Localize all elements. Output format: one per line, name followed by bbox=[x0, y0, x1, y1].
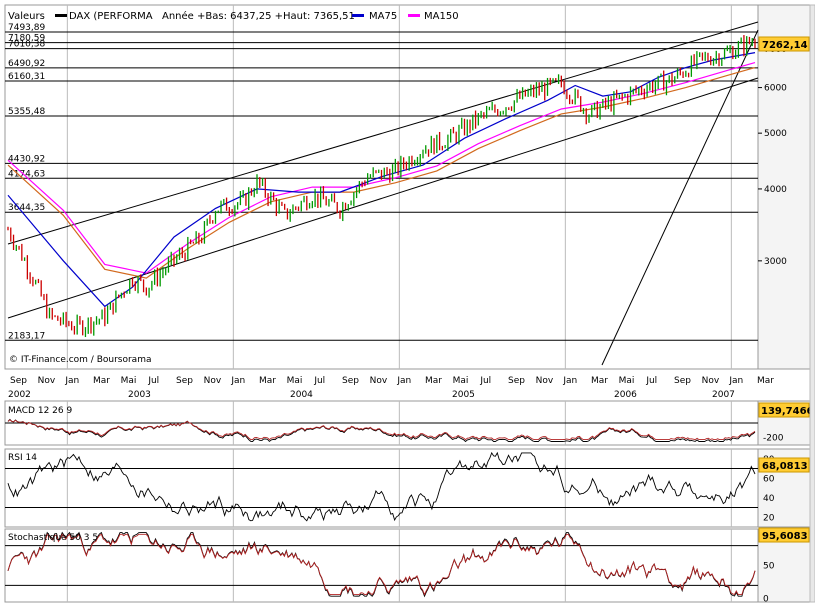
month-label-10: Mai bbox=[287, 376, 303, 386]
year-label-1: 2003 bbox=[128, 390, 151, 400]
stochastic-tick-0: 50 bbox=[763, 562, 775, 572]
stochastic-group: 50 0 bbox=[5, 531, 775, 605]
rsi-label: RSI 14 bbox=[8, 453, 37, 463]
rsi-group: 80604020 bbox=[5, 451, 775, 523]
rsi-panel bbox=[4, 448, 759, 528]
last-price-badge bbox=[758, 36, 810, 52]
month-label-9: Mar bbox=[259, 376, 276, 386]
year-label-5: 2007 bbox=[712, 390, 735, 400]
main-panel bbox=[4, 4, 759, 370]
rsi-tick-2: 40 bbox=[763, 494, 775, 504]
stochastic-value: 95,6083 bbox=[762, 531, 808, 542]
month-label-16: Mai bbox=[453, 376, 469, 386]
month-label-22: Mai bbox=[619, 376, 635, 386]
rsi-tick-3: 20 bbox=[763, 513, 775, 523]
month-label-27: Mar bbox=[757, 376, 774, 386]
level-label-4: 6160,31 bbox=[8, 72, 45, 82]
level-label-0: 7493,89 bbox=[8, 23, 45, 33]
macd-signal-line bbox=[7, 419, 756, 441]
month-label-18: Sep bbox=[508, 376, 525, 386]
stochastic-panel bbox=[4, 528, 759, 603]
month-label-19: Nov bbox=[536, 376, 554, 386]
month-label-24: Sep bbox=[674, 376, 691, 386]
ma75-legend-swatch bbox=[352, 14, 364, 17]
credit-text: © IT-Finance.com / Boursorama bbox=[9, 355, 151, 365]
level-label-3: 6490,92 bbox=[8, 59, 45, 69]
month-label-1: Nov bbox=[38, 376, 56, 386]
main-right-axis bbox=[757, 4, 811, 370]
year-label-0: 2002 bbox=[8, 390, 31, 400]
price-tick-label-2: 5000 bbox=[764, 129, 787, 139]
rsi-line bbox=[7, 451, 756, 522]
ma75-line bbox=[7, 52, 756, 308]
month-label-4: Mai bbox=[121, 376, 137, 386]
vertical-scrollbar[interactable] bbox=[809, 4, 815, 603]
month-label-12: Sep bbox=[342, 376, 359, 386]
month-label-6: Sep bbox=[176, 376, 193, 386]
price-tick-label-3: 4000 bbox=[764, 185, 787, 195]
month-label-14: Jan bbox=[396, 376, 411, 386]
month-label-23: Jul bbox=[645, 376, 657, 386]
month-label-7: Nov bbox=[204, 376, 222, 386]
level-label-8: 3644,35 bbox=[8, 203, 45, 213]
month-label-21: Mar bbox=[591, 376, 608, 386]
month-label-20: Jan bbox=[562, 376, 577, 386]
year-label-3: 2005 bbox=[452, 390, 475, 400]
macd-group: -200 bbox=[5, 418, 784, 444]
macd-label: MACD 12 26 9 bbox=[8, 406, 72, 416]
month-label-0: Sep bbox=[10, 376, 27, 386]
ma150-legend-swatch bbox=[408, 14, 420, 17]
macd-value-badge bbox=[758, 402, 810, 418]
ma75-legend-label: MA75 bbox=[369, 11, 397, 22]
rsi-tick-1: 60 bbox=[763, 474, 775, 484]
rsi-value-badge bbox=[758, 457, 810, 473]
month-label-17: Jul bbox=[479, 376, 491, 386]
year-label-4: 2006 bbox=[614, 390, 637, 400]
year-range-stats: Année +Bas: 6437,25 +Haut: 7365,51 bbox=[162, 10, 355, 22]
price-tick-label-1: 6000 bbox=[764, 84, 787, 94]
year-label-2: 2004 bbox=[290, 390, 313, 400]
macd-line bbox=[7, 418, 756, 443]
instrument-name: DAX (PERFORMA bbox=[69, 11, 153, 22]
steep-trend-line bbox=[601, 29, 759, 366]
level-label-7: 4174,63 bbox=[8, 169, 45, 179]
month-label-25: Nov bbox=[702, 376, 720, 386]
month-label-13: Nov bbox=[370, 376, 388, 386]
rsi-value: 68,0813 bbox=[762, 461, 808, 472]
macd-tick-0: -200 bbox=[763, 434, 784, 444]
stochastic-tick-1: 0 bbox=[763, 595, 769, 605]
valeurs-label: Valeurs bbox=[8, 11, 45, 22]
level-label-6: 4430,92 bbox=[8, 154, 45, 164]
stochastic-value-badge bbox=[758, 527, 810, 543]
stochastic-signal-line bbox=[7, 533, 756, 596]
last-price-value: 7262,14 bbox=[762, 40, 808, 51]
month-label-26: Jan bbox=[728, 376, 743, 386]
month-label-3: Mar bbox=[93, 376, 110, 386]
level-label-2: 7010,38 bbox=[8, 40, 45, 50]
month-label-11: Jul bbox=[313, 376, 325, 386]
level-label-9: 2183,17 bbox=[8, 331, 45, 341]
level-label-1: 7180,59 bbox=[8, 34, 45, 44]
level-label-5: 5355,48 bbox=[8, 107, 45, 117]
month-label-5: Jul bbox=[147, 376, 159, 386]
macd-value: 139,7466 bbox=[761, 406, 814, 417]
price-tick-label-4: 3000 bbox=[764, 257, 787, 267]
month-label-15: Mar bbox=[425, 376, 442, 386]
ma150-legend-label: MA150 bbox=[424, 11, 459, 22]
price-legend-swatch bbox=[55, 14, 67, 17]
upper-channel-line bbox=[7, 21, 759, 245]
month-label-2: Jan bbox=[64, 376, 79, 386]
month-label-8: Jan bbox=[230, 376, 245, 386]
stochastic-label: Stochastique 50 3 5 bbox=[8, 533, 98, 543]
